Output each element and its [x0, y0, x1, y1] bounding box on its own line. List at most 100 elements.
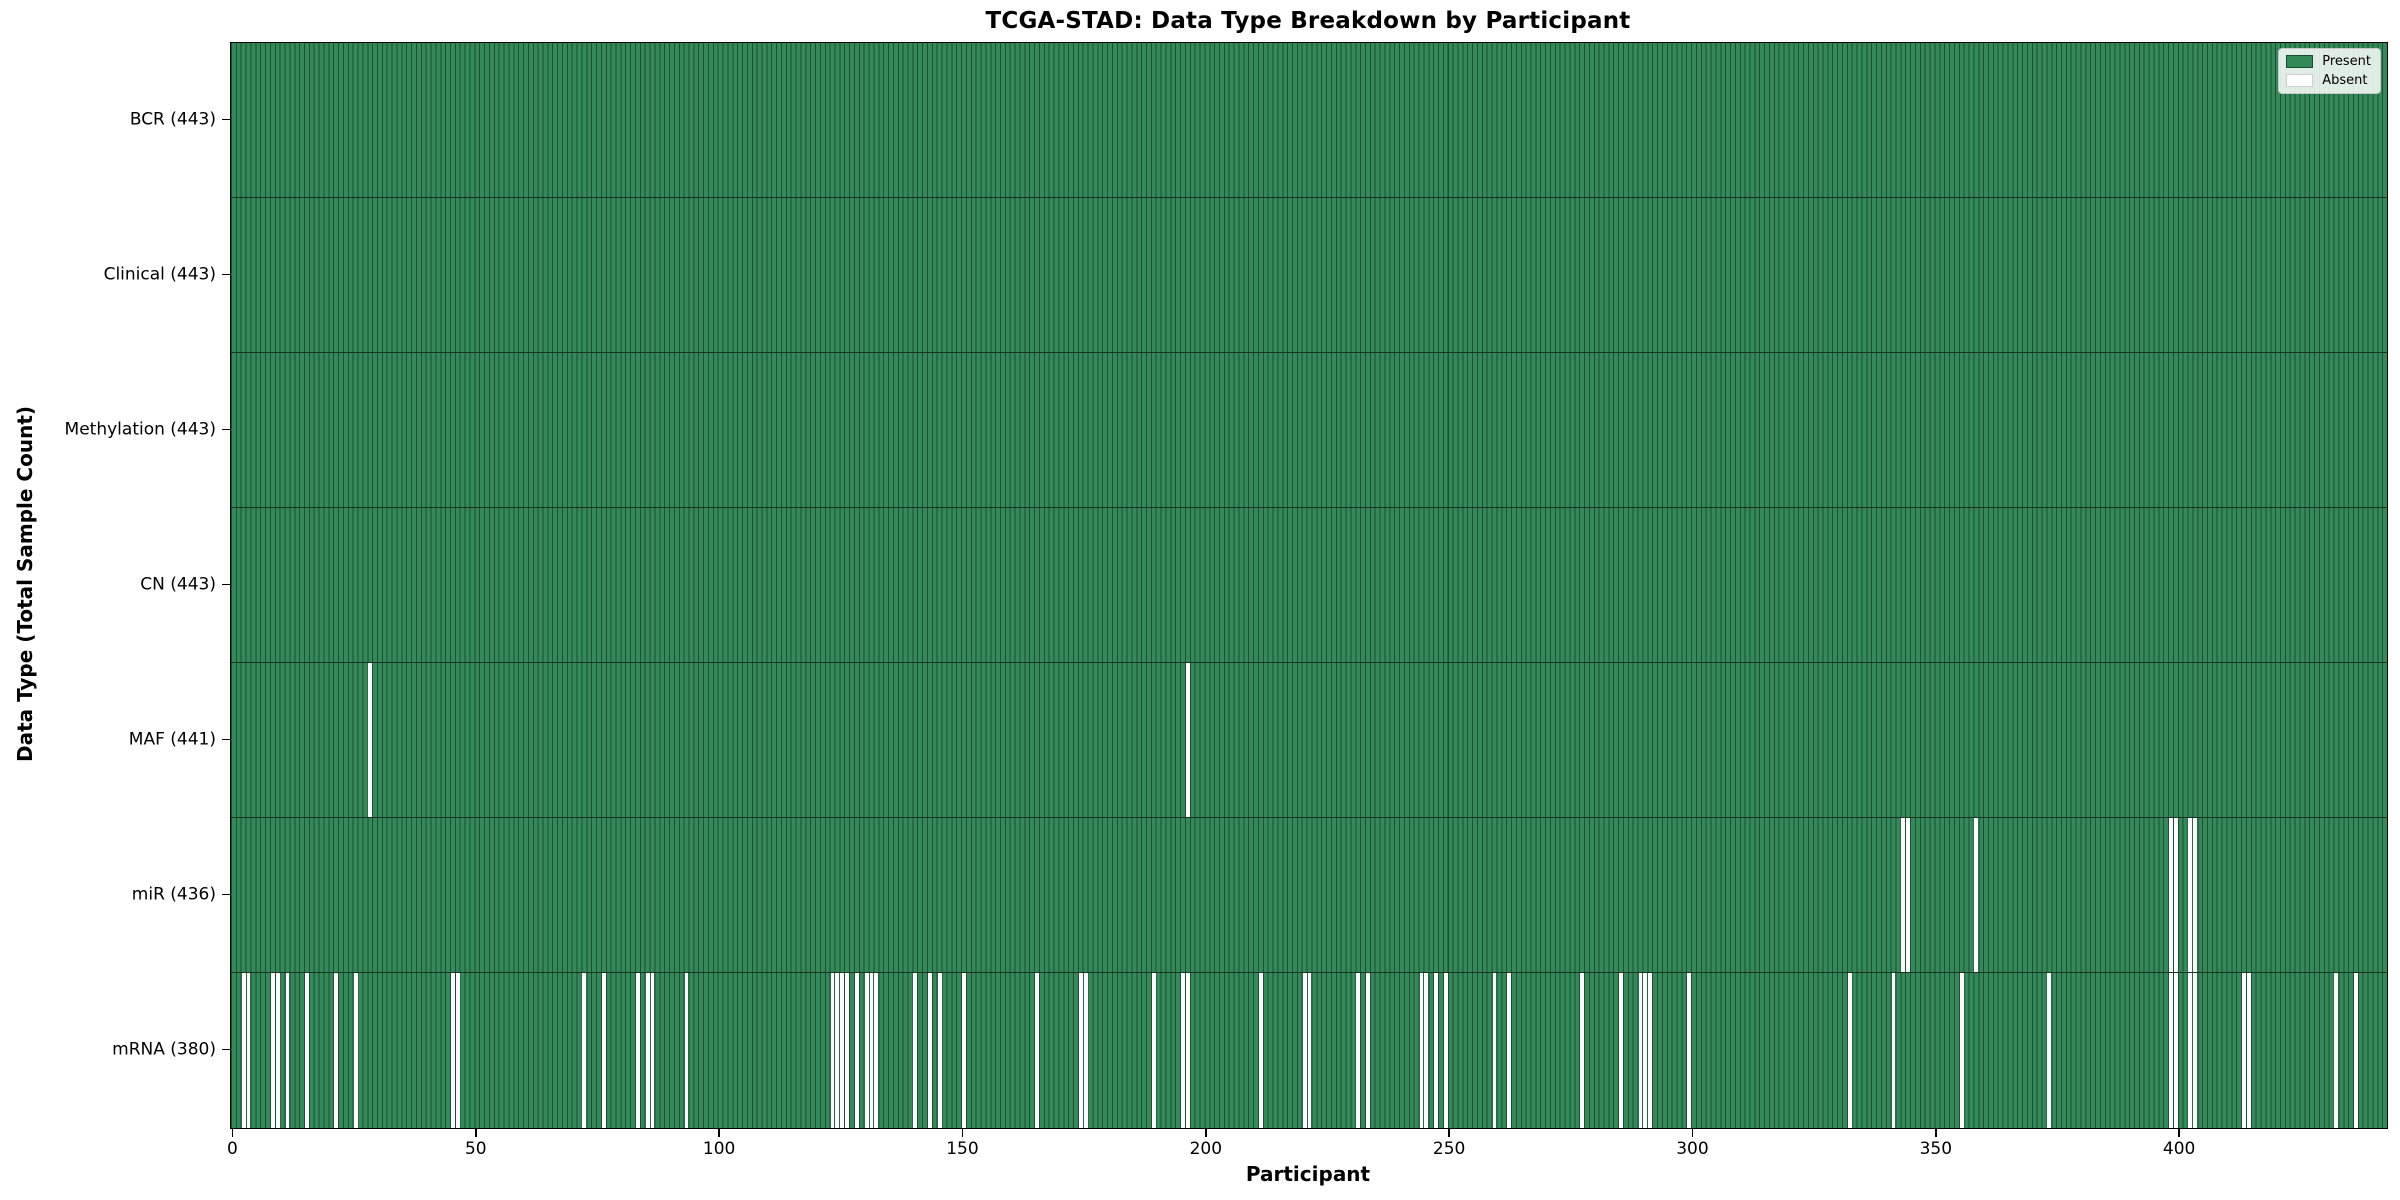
x-tick-mark — [1691, 1129, 1694, 1137]
absent-gap — [869, 973, 874, 1128]
heatmap-row-clinical — [231, 198, 2387, 353]
heatmap-row-bcr — [231, 43, 2387, 198]
absent-gap — [275, 973, 280, 1128]
absent-gap — [246, 973, 251, 1128]
x-tick-label: 400 — [2162, 1139, 2196, 1159]
heatmap-row-maf — [231, 663, 2387, 818]
absent-gap — [2188, 973, 2193, 1128]
x-tick-mark — [1448, 1129, 1450, 1137]
absent-gap — [1492, 973, 1497, 1128]
absent-gap — [1580, 973, 1584, 1128]
legend-absent-label: Absent — [2322, 73, 2368, 88]
absent-gap — [1181, 973, 1185, 1128]
x-tick-label: 0 — [227, 1139, 238, 1159]
absent-gap — [635, 973, 640, 1128]
legend-item-present: Present — [2286, 54, 2371, 69]
y-tick-label: Methylation (443) — [64, 419, 216, 439]
absent-gap — [2241, 973, 2246, 1128]
absent-gap — [2168, 973, 2173, 1128]
absent-gap — [1434, 973, 1438, 1128]
x-tick-mark — [2178, 1129, 2180, 1137]
x-tick-label: 150 — [946, 1139, 979, 1159]
absent-gap — [1035, 973, 1039, 1128]
absent-gap — [285, 973, 290, 1128]
absent-gap — [2193, 973, 2198, 1128]
heatmap-row-mir — [231, 818, 2387, 973]
y-tick-label: CN (443) — [140, 574, 216, 594]
absent-gap — [2188, 818, 2193, 972]
absent-gap — [835, 973, 840, 1128]
y-tick-label: BCR (443) — [129, 109, 216, 129]
absent-gap — [840, 973, 845, 1128]
absent-gap — [2173, 973, 2178, 1128]
legend-item-absent: Absent — [2286, 73, 2371, 88]
absent-gap — [913, 973, 918, 1128]
absent-gap — [368, 663, 373, 817]
x-tick-label: 100 — [702, 1139, 736, 1159]
x-tick-label: 50 — [464, 1139, 487, 1159]
absent-gap — [305, 973, 309, 1128]
absent-gap — [830, 973, 835, 1128]
absent-gap — [1083, 973, 1088, 1128]
absent-gap — [927, 973, 932, 1128]
x-axis-title: Participant — [1245, 1162, 1371, 1186]
absent-gap — [645, 973, 650, 1128]
y-tick-mark — [222, 583, 230, 586]
absent-gap — [1643, 973, 1648, 1128]
absent-gap — [451, 973, 455, 1128]
heatmap-row-cn — [231, 508, 2387, 663]
y-tick-label: mRNA (380) — [112, 1039, 216, 1059]
absent-gap — [2193, 818, 2198, 972]
absent-gap — [334, 973, 339, 1128]
absent-gap — [1906, 818, 1911, 972]
absent-gap — [2047, 973, 2052, 1128]
heatmap-row-mrna — [231, 973, 2387, 1128]
y-tick-label: MAF (441) — [128, 729, 216, 749]
absent-gap — [1974, 818, 1979, 972]
absent-gap — [1619, 973, 1623, 1128]
absent-gap — [845, 973, 850, 1128]
absent-gap — [241, 973, 246, 1128]
absent-gap — [874, 973, 879, 1128]
absent-gap — [1507, 973, 1511, 1128]
y-tick-mark — [222, 428, 230, 431]
absent-gap — [270, 973, 275, 1128]
absent-gap — [1424, 973, 1429, 1128]
legend-absent-swatch — [2286, 74, 2314, 87]
absent-gap — [962, 973, 966, 1128]
absent-gap — [1891, 973, 1896, 1128]
absent-gap — [2246, 973, 2251, 1128]
absent-gap — [1185, 663, 1190, 817]
x-tick-mark — [231, 1129, 234, 1137]
absent-gap — [1302, 973, 1307, 1128]
absent-gap — [854, 973, 859, 1128]
x-tick-mark — [1935, 1129, 1937, 1137]
legend: Present Absent — [2278, 48, 2381, 94]
absent-gap — [2353, 973, 2358, 1128]
absent-gap — [650, 973, 655, 1128]
legend-present-label: Present — [2322, 54, 2371, 69]
y-tick-mark — [222, 273, 230, 276]
absent-gap — [1151, 973, 1156, 1128]
absent-gap — [601, 973, 606, 1128]
absent-gap — [2168, 818, 2173, 972]
absent-gap — [684, 973, 689, 1128]
absent-gap — [937, 973, 942, 1128]
x-tick-label: 200 — [1189, 1139, 1223, 1159]
chart-title: TCGA-STAD: Data Type Breakdown by Partic… — [985, 8, 1631, 34]
absent-gap — [455, 973, 460, 1128]
y-tick-mark — [222, 738, 230, 741]
absent-gap — [1258, 973, 1263, 1128]
absent-gap — [1419, 973, 1424, 1128]
absent-gap — [2173, 818, 2178, 972]
absent-gap — [1638, 973, 1643, 1128]
absent-gap — [864, 973, 869, 1128]
absent-gap — [2334, 973, 2339, 1128]
x-tick-label: 250 — [1432, 1139, 1466, 1159]
plot-area: Present Absent — [230, 42, 2388, 1129]
absent-gap — [353, 973, 358, 1128]
absent-gap — [1847, 973, 1852, 1128]
y-tick-mark — [222, 1048, 230, 1051]
x-tick-label: 350 — [1919, 1139, 1953, 1159]
absent-gap — [1901, 818, 1906, 972]
